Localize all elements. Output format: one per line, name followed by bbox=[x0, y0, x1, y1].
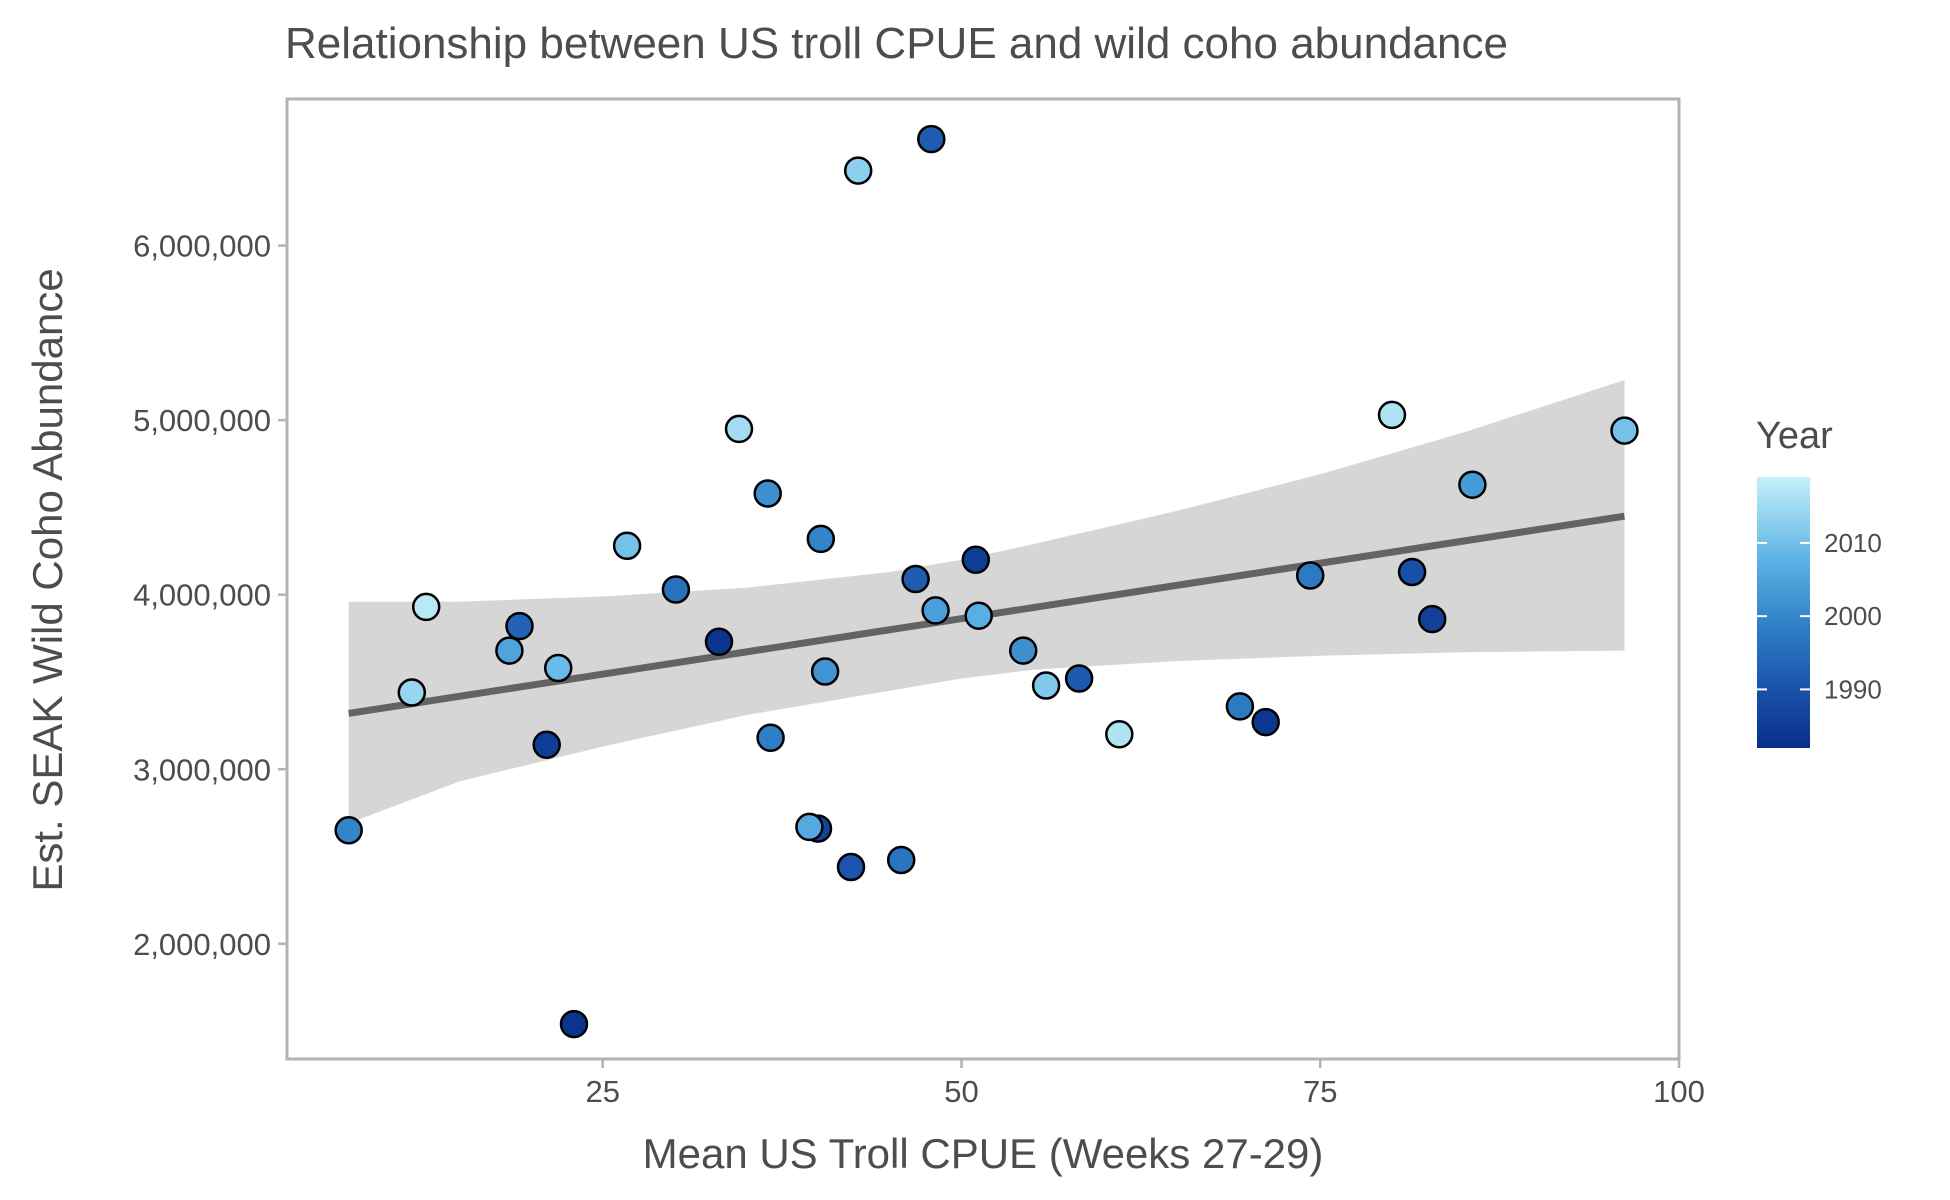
data-point bbox=[397, 678, 427, 707]
legend-colorbar bbox=[1757, 477, 1810, 748]
data-point bbox=[1417, 604, 1447, 634]
data-point bbox=[1008, 636, 1038, 665]
data-point bbox=[505, 611, 534, 641]
x-tick-label: 75 bbox=[1303, 1074, 1337, 1109]
confidence-band-layer bbox=[348, 380, 1625, 824]
y-tick-label: 6,000,000 bbox=[133, 229, 271, 264]
y-axis-title: Est. SEAK Wild Coho Abundance bbox=[24, 268, 71, 891]
data-point bbox=[795, 812, 824, 842]
data-point bbox=[901, 564, 930, 594]
data-point bbox=[559, 1009, 589, 1039]
data-point bbox=[756, 723, 785, 753]
data-point bbox=[1225, 692, 1255, 721]
y-tick-label: 5,000,000 bbox=[133, 403, 271, 438]
points-layer bbox=[334, 124, 1639, 1039]
data-point bbox=[961, 545, 991, 575]
legend-tick-label: 2000 bbox=[1824, 601, 1882, 631]
data-point bbox=[724, 414, 754, 444]
data-point bbox=[1458, 470, 1487, 499]
data-point bbox=[1295, 561, 1325, 590]
data-point bbox=[704, 627, 734, 657]
legend: Year 1990 2000 2010 bbox=[1756, 415, 1882, 748]
data-point bbox=[1610, 416, 1639, 445]
data-point bbox=[836, 852, 866, 882]
y-axis: 2,000,000 3,000,000 4,000,000 5,000,000 6,00… bbox=[133, 229, 287, 962]
y-tick-label: 2,000,000 bbox=[133, 927, 271, 962]
legend-tick-label: 1990 bbox=[1824, 674, 1882, 704]
plot-panel-border bbox=[285, 97, 1681, 1061]
data-point bbox=[921, 596, 950, 625]
data-point bbox=[1251, 707, 1280, 737]
data-point bbox=[1031, 671, 1061, 700]
data-point bbox=[1064, 664, 1094, 693]
data-point bbox=[495, 636, 524, 665]
data-point bbox=[411, 592, 441, 622]
y-tick-label: 4,000,000 bbox=[133, 578, 271, 613]
x-axis-title: Mean US Troll CPUE (Weeks 27-29) bbox=[643, 1130, 1324, 1177]
data-point bbox=[886, 845, 916, 875]
data-point bbox=[1397, 557, 1427, 587]
x-tick-label: 25 bbox=[585, 1074, 619, 1109]
confidence-band bbox=[348, 380, 1625, 824]
data-point bbox=[661, 575, 691, 604]
y-tick-label: 3,000,000 bbox=[133, 752, 271, 787]
data-point bbox=[843, 156, 873, 185]
data-point bbox=[753, 479, 782, 508]
data-point bbox=[810, 657, 840, 686]
data-point bbox=[543, 653, 573, 683]
data-point bbox=[1377, 400, 1407, 430]
data-point bbox=[1105, 720, 1134, 749]
data-point bbox=[964, 601, 993, 630]
legend-tick-label: 2010 bbox=[1824, 528, 1882, 558]
data-point bbox=[806, 524, 836, 554]
data-point bbox=[917, 124, 946, 154]
legend-ticks: 1990 2000 2010 bbox=[1757, 528, 1882, 704]
x-tick-label: 100 bbox=[1653, 1074, 1705, 1109]
data-point bbox=[334, 816, 363, 845]
data-point bbox=[532, 730, 561, 760]
x-axis: 25 50 75 100 bbox=[585, 1059, 1705, 1109]
data-point bbox=[612, 531, 642, 561]
legend-title: Year bbox=[1756, 415, 1833, 457]
x-tick-label: 50 bbox=[944, 1074, 978, 1109]
chart-title: Relationship between US troll CPUE and w… bbox=[285, 19, 1508, 68]
